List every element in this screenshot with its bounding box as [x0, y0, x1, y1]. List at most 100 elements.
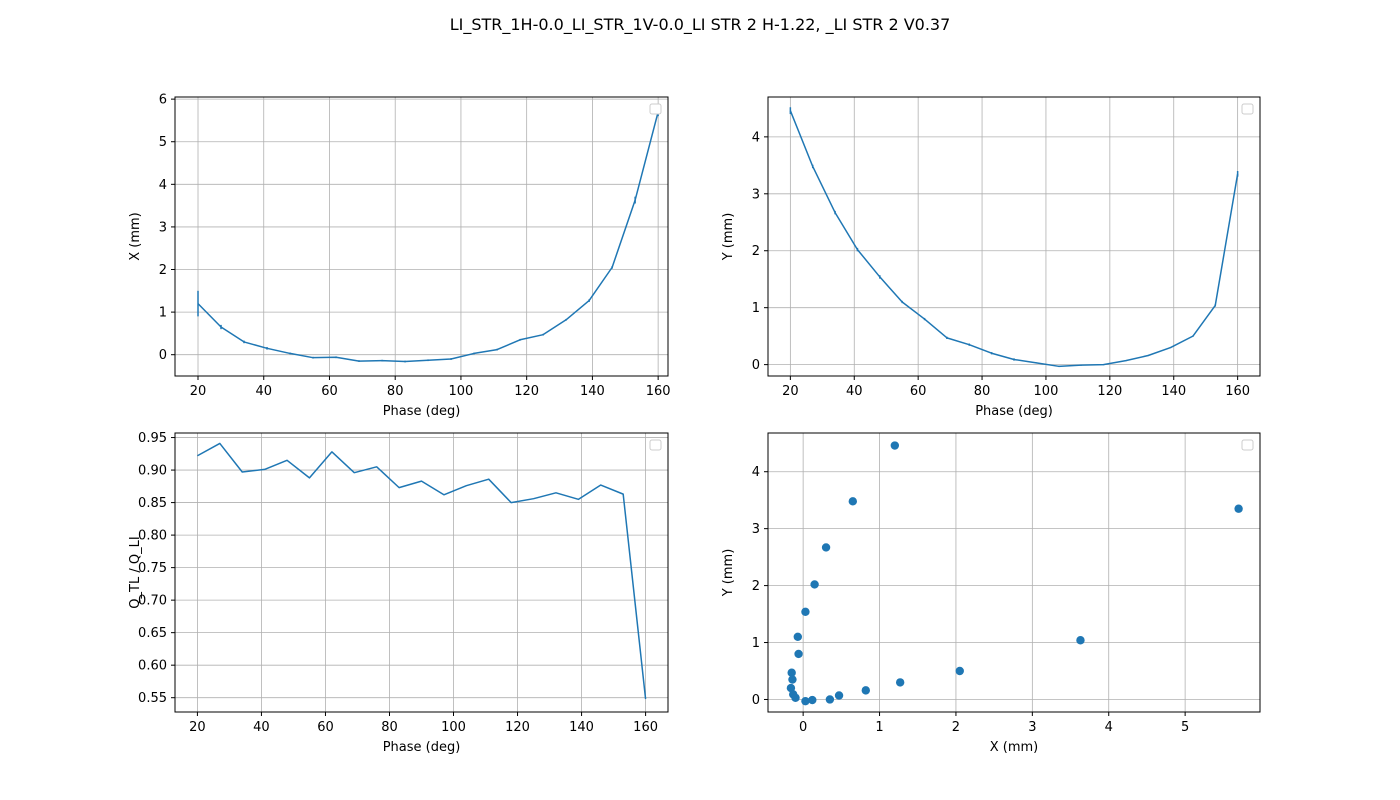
x-tick-label: 80: [387, 384, 404, 399]
x-axis-label: Phase (deg): [383, 740, 461, 755]
x-tick-label: 40: [253, 720, 270, 735]
scatter-point: [1076, 636, 1085, 645]
x-tick-label: 0: [799, 720, 807, 735]
x-tick-label: 80: [381, 720, 398, 735]
scatter-point: [793, 632, 802, 642]
series: [786, 441, 1243, 706]
y-tick-label: 0.55: [138, 691, 167, 706]
x-tick-label: 100: [449, 384, 474, 399]
x-tick-label: 2: [952, 720, 960, 735]
y-tick-label: 0.80: [138, 529, 167, 544]
scatter-point: [787, 668, 796, 677]
y-tick-label: 1: [752, 301, 760, 316]
x-tick-label: 120: [1097, 384, 1122, 399]
subplot-y-vs-x: 0 1 2 3 4 5 0 1 2 3 4 X (mm) Y (mm): [721, 432, 1261, 755]
x-tick-label: 60: [910, 384, 927, 399]
x-axis-label: Phase (deg): [975, 404, 1053, 419]
x-tick-label: 40: [846, 384, 863, 399]
scatter-point: [955, 666, 964, 676]
x-tick-label: 100: [1034, 384, 1059, 399]
ticks: 20 40 60 80 100 120 140 160 0 1 2 3 4: [752, 130, 1250, 399]
scatter-point: [895, 678, 905, 687]
y-tick-label: 0.95: [138, 431, 167, 446]
scatter-point: [834, 691, 844, 700]
figure-suptitle: LI_STR_1H-0.0_LI_STR_1V-0.0_LI STR 2 H-1…: [450, 15, 951, 35]
axes-frame: [174, 96, 669, 377]
y-tick-label: 0: [752, 358, 760, 373]
y-tick-label: 0.70: [138, 594, 167, 609]
y-tick-label: 3: [752, 522, 760, 537]
x-tick-label: 140: [569, 720, 594, 735]
x-tick-label: 20: [190, 384, 207, 399]
legend-box: [1241, 103, 1254, 115]
ticks: 20 40 60 80 100 120 140 160 0 1 2 3 4 5 6: [159, 93, 671, 399]
x-tick-label: 120: [505, 720, 530, 735]
ticks: 0 1 2 3 4 5 0 1 2 3 4: [752, 465, 1190, 735]
y-axis-label: X (mm): [128, 212, 143, 261]
x-tick-label: 40: [255, 384, 272, 399]
legend-box: [649, 439, 662, 451]
ticks: 20 40 60 80 100 120 140 160 0.55 0.60 0.65 0.70 0.75…: [138, 431, 658, 735]
x-tick-label: 160: [646, 384, 671, 399]
x-tick-label: 5: [1181, 720, 1189, 735]
y-tick-label: 0.60: [138, 659, 167, 674]
y-tick-label: 0.75: [138, 561, 167, 576]
y-tick-label: 0.85: [138, 496, 167, 511]
y-tick-label: 1: [752, 636, 760, 651]
y-tick-label: 3: [159, 220, 167, 235]
y-axis-label: Q_TL / Q_LI: [128, 536, 143, 608]
plot-area: [175, 433, 668, 712]
legend-box: [1241, 439, 1254, 451]
y-tick-label: 0: [159, 348, 167, 363]
plot-area: [768, 97, 1260, 376]
x-axis-label: Phase (deg): [383, 404, 461, 419]
scatter-point: [788, 675, 797, 684]
x-tick-label: 140: [1161, 384, 1186, 399]
series-line: [197, 442, 647, 700]
scatter-point: [810, 580, 819, 589]
y-tick-label: 1: [159, 306, 167, 321]
series: [197, 442, 647, 700]
grid-lines: [768, 97, 1260, 376]
x-axis-label: X (mm): [990, 740, 1039, 755]
y-tick-label: 2: [159, 263, 167, 278]
x-tick-label: 20: [782, 384, 799, 399]
y-tick-label: 5: [159, 135, 167, 150]
grid-lines: [175, 97, 668, 376]
y-tick-label: 4: [752, 465, 760, 480]
subplot-x-vs-phase: 20 40 60 80 100 120 140 160 0 1 2 3 4 5 6 Phase (deg) X …: [128, 93, 671, 419]
scatter-point: [821, 543, 831, 552]
series: [789, 107, 1239, 368]
x-tick-label: 20: [189, 720, 206, 735]
scatter-point: [794, 649, 803, 659]
x-tick-label: 100: [441, 720, 466, 735]
x-tick-label: 80: [974, 384, 991, 399]
x-tick-label: 140: [580, 384, 605, 399]
scatter-point: [861, 686, 870, 695]
y-tick-label: 0.65: [138, 626, 167, 641]
y-axis-label: Y (mm): [721, 549, 736, 598]
x-tick-label: 60: [321, 384, 338, 399]
legend-box: [649, 103, 662, 115]
scatter-point: [848, 497, 858, 506]
subplot-y-vs-phase: 20 40 60 80 100 120 140 160 0 1 2 3 4 Phase (deg) Y (m…: [721, 96, 1261, 419]
y-tick-label: 0: [752, 693, 760, 708]
y-tick-label: 4: [159, 178, 167, 193]
plot-area: [768, 433, 1260, 712]
y-tick-label: 2: [752, 579, 760, 594]
scatter-point: [801, 696, 810, 706]
scatter-point: [1234, 504, 1243, 513]
y-tick-label: 6: [159, 93, 167, 108]
scatter-point: [825, 695, 835, 704]
scatter-point: [890, 441, 900, 450]
subplot-q-ratio-vs-phase: 20 40 60 80 100 120 140 160 0.55 0.60 0.65 0.70 0.75…: [128, 431, 669, 755]
x-tick-label: 3: [1028, 720, 1036, 735]
series: [197, 107, 659, 363]
y-tick-label: 4: [752, 130, 760, 145]
axes-frame: [767, 432, 1261, 713]
x-tick-label: 60: [317, 720, 334, 735]
x-tick-label: 160: [1225, 384, 1250, 399]
grid-lines: [175, 433, 668, 712]
axes-frame: [767, 96, 1261, 377]
